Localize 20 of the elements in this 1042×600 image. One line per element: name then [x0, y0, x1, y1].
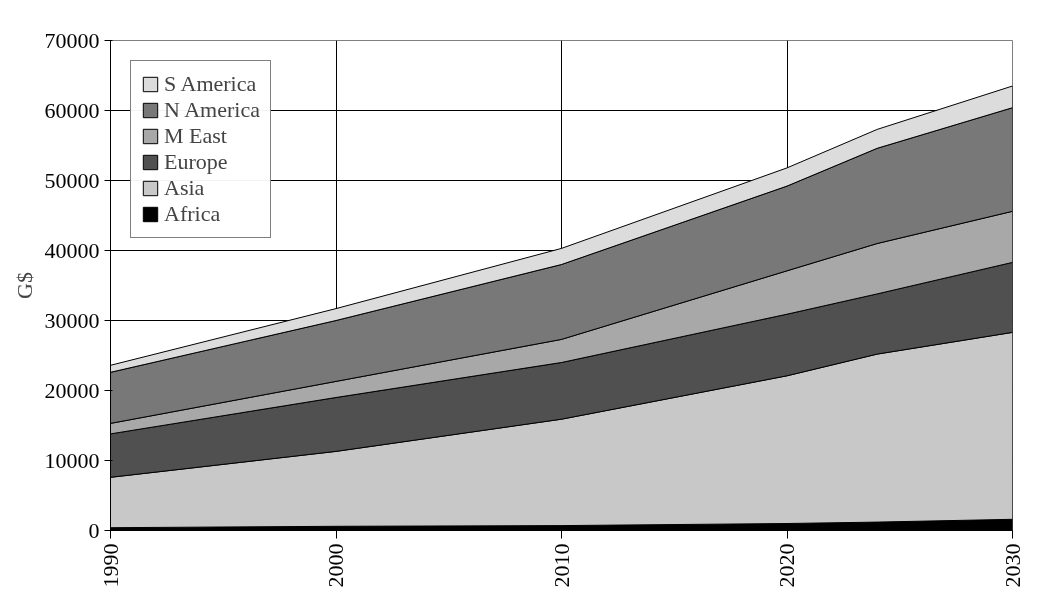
x-tick-label: 1990	[97, 543, 123, 588]
legend-label: S America	[164, 71, 257, 97]
legend-label: Asia	[164, 175, 205, 201]
x-tick-label: 2030	[999, 543, 1025, 588]
legend-label: Europe	[164, 149, 228, 175]
x-tick-label: 2000	[323, 543, 348, 588]
y-axis-title: G$	[11, 272, 37, 299]
y-tick-label: 10000	[44, 447, 100, 473]
legend-label: N America	[164, 97, 260, 123]
y-tick-label: 60000	[44, 97, 100, 123]
x-tick-label: 2010	[548, 543, 574, 588]
legend-label: Africa	[164, 201, 221, 227]
x-tick-label: 2020	[774, 543, 799, 588]
y-tick-label: 50000	[44, 167, 100, 193]
y-tick-label: 0	[88, 517, 100, 543]
y-tick-label: 30000	[44, 307, 100, 333]
legend-label: M East	[164, 123, 227, 149]
y-tick-label: 20000	[44, 377, 100, 403]
y-tick-label: 70000	[44, 27, 100, 53]
y-tick-label: 40000	[44, 237, 100, 263]
